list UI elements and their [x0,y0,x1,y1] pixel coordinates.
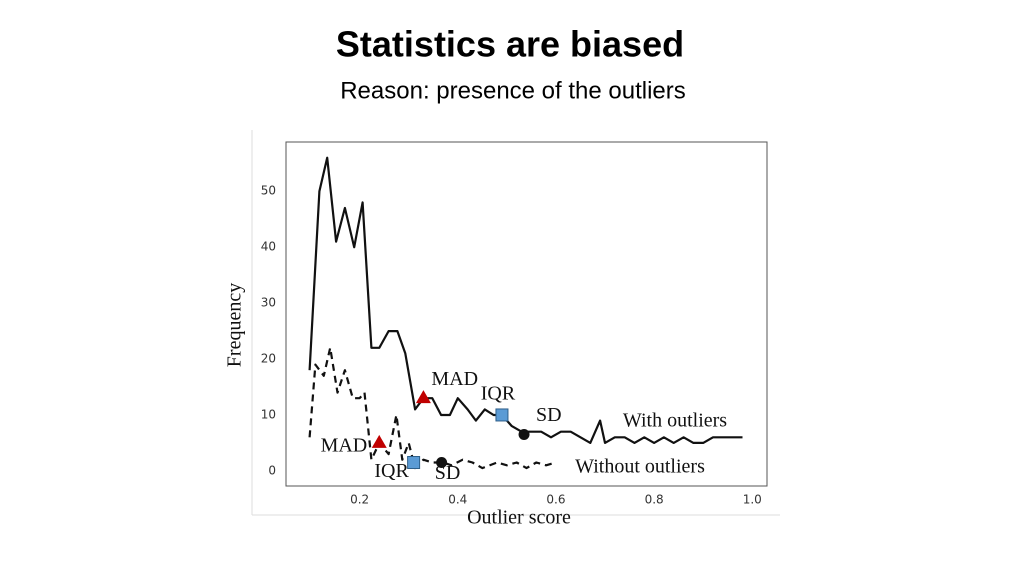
slide-subtitle: Reason: presence of the outliers [340,77,686,104]
x-tick-label: 0.2 [350,493,369,507]
y-tick-label: 0 [268,463,276,477]
marker-triangle [371,434,387,448]
marker-triangle [415,390,431,404]
x-tick-label: 0.8 [645,493,664,507]
series-label: Without outliers [575,456,705,478]
x-tick-label: 1.0 [743,493,762,507]
slide-title: Statistics are biased [336,24,684,65]
marker-square [495,408,509,422]
x-tick-label: 0.6 [546,493,565,507]
plot-frame [285,141,768,487]
y-axis-label: Frequency [224,283,246,367]
y-tick-label: 40 [261,240,276,254]
marker-label: SD [435,462,461,484]
x-axis-label: Outlier score [467,507,571,529]
marker-label: MAD [431,368,478,390]
y-tick-label: 20 [261,352,276,366]
marker-label: SD [536,404,562,426]
marker-circle [518,429,530,441]
marker-circle [436,457,448,469]
series-line [308,156,743,444]
marker-square [407,456,421,470]
marker-label: MAD [321,435,368,457]
series-label: With outliers [623,410,727,432]
y-tick-label: 50 [261,184,276,198]
marker-label: IQR [374,460,409,482]
series-line [308,346,557,470]
y-tick-label: 30 [261,296,276,310]
marker-label: IQR [481,383,516,405]
y-tick-label: 10 [261,407,276,421]
x-tick-label: 0.4 [448,493,467,507]
